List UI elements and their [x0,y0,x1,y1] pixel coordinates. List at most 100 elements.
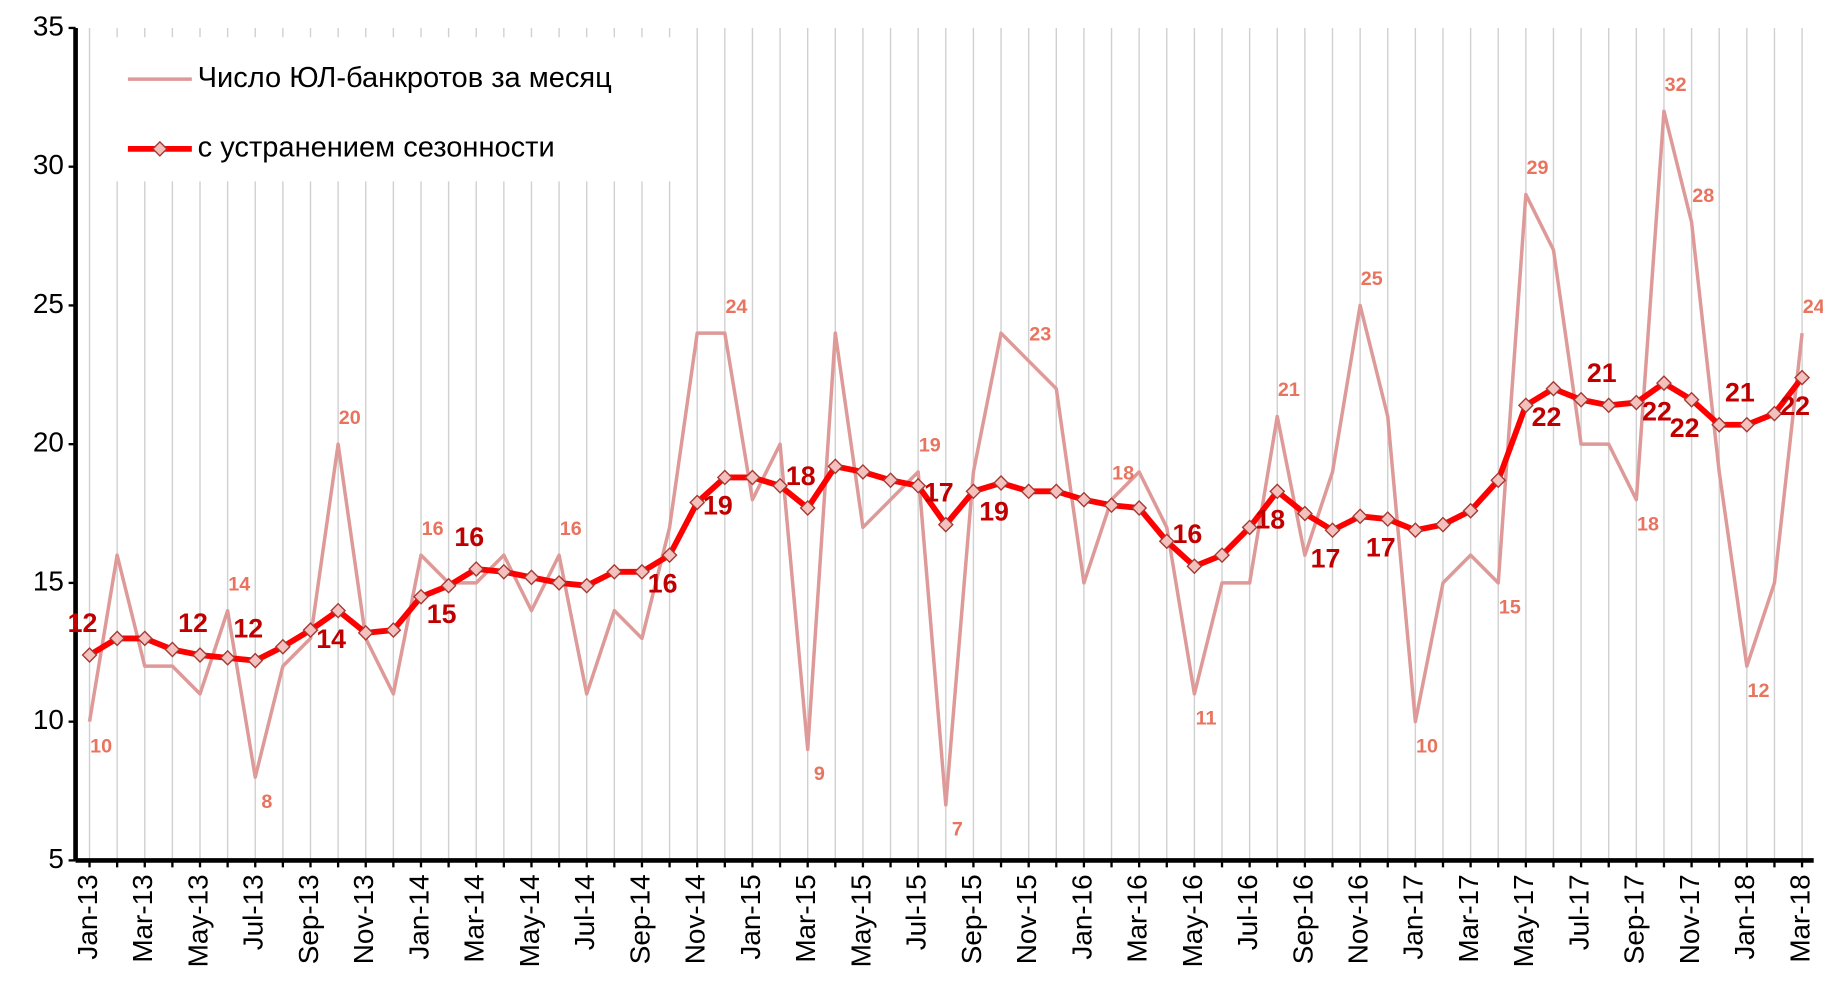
x-tick-label: Sep-16 [1287,874,1318,964]
x-tick-label: Nov-17 [1674,874,1705,964]
raw-label: 10 [1416,735,1438,757]
adjusted-label: 16 [1173,519,1203,549]
raw-label: 28 [1692,185,1714,207]
x-tick-label: Jul-13 [238,874,269,950]
marker [1158,533,1175,550]
marker [330,602,347,619]
marker [1711,416,1728,433]
adjusted-label: 17 [1366,532,1396,562]
raw-label: 20 [339,407,361,429]
marker [854,463,871,480]
marker [799,500,816,516]
y-tick-label: 30 [33,149,64,180]
marker [1214,547,1230,564]
adjusted-label: 15 [427,599,457,629]
marker [468,561,485,577]
marker [523,569,540,586]
marker [1794,369,1811,386]
x-tick-label: Mar-18 [1784,874,1815,962]
raw-label: 14 [228,573,250,595]
y-tick-label: 20 [33,427,64,458]
y-tick-label: 15 [33,565,64,596]
x-tick-label: Sep-13 [293,874,324,964]
marker [910,477,927,494]
x-tick-label: Jan-13 [72,874,103,959]
raw-label: 19 [919,435,941,457]
marker [1296,505,1313,522]
x-tick-label: Nov-14 [680,874,711,964]
raw-label: 16 [422,518,444,540]
legend-box [93,37,675,182]
marker [1241,519,1258,536]
x-tick-label: Jan-18 [1729,874,1760,959]
raw-label: 9 [814,763,825,785]
x-tick-label: Nov-13 [348,874,379,964]
marker [1020,483,1037,500]
x-tick-label: Sep-17 [1619,874,1650,964]
adjusted-label: 22 [1780,391,1810,421]
marker [661,547,678,564]
raw-label: 23 [1029,324,1051,346]
marker [1379,511,1396,528]
marker [1628,394,1645,411]
marker [993,475,1010,491]
x-tick-label: Nov-16 [1342,874,1373,964]
raw-label: 24 [725,296,747,318]
marker [1186,558,1203,575]
adjusted-label: 21 [1725,378,1755,408]
marker [827,458,844,475]
marker [1490,472,1507,489]
marker [937,516,954,533]
x-tick-label: May-17 [1508,874,1539,967]
marker [385,622,402,639]
marker [1573,391,1590,408]
x-tick-label: Jan-14 [403,874,434,959]
marker [109,630,126,647]
marker [302,622,319,639]
legend-label: с устранением сезонности [198,132,555,164]
raw-label: 12 [1747,680,1769,702]
marker [1683,391,1700,408]
marker [1600,397,1617,414]
marker [81,647,98,664]
raw-label: 15 [1499,597,1521,619]
adjusted-label: 14 [316,624,346,654]
marker [1545,380,1562,397]
marker [1766,405,1783,422]
x-tick-label: Mar-14 [459,874,490,962]
marker [1352,508,1369,525]
marker [1269,483,1286,500]
adjusted-label: 12 [178,608,208,638]
marker [164,641,181,658]
adjusted-label: 22 [1670,413,1700,443]
raw-label: 18 [1637,513,1659,535]
adjusted-label: 21 [1587,358,1617,388]
marker [1075,491,1092,508]
x-tick-label: May-16 [1177,874,1208,967]
raw-label: 18 [1112,462,1134,484]
adjusted-label: 22 [1532,402,1562,432]
marker [744,469,761,486]
x-tick-label: May-15 [845,874,876,967]
x-tick-label: Nov-15 [1011,874,1042,964]
marker [716,469,733,486]
raw-label: 24 [1803,296,1823,318]
marker [1517,397,1534,414]
marker [136,630,153,647]
x-tick-label: Mar-16 [1122,874,1153,962]
x-tick-label: Sep-15 [956,874,987,964]
x-tick-label: Mar-17 [1453,874,1484,962]
legend-label: Число ЮЛ-банкротов за месяц [198,62,612,94]
x-tick-label: Jan-17 [1398,874,1429,959]
x-tick-label: Mar-15 [790,874,821,962]
adjusted-label: 18 [1255,505,1285,535]
y-tick-label: 10 [33,704,64,735]
marker [772,477,789,494]
raw-label: 16 [560,518,582,540]
adjusted-label: 19 [703,491,733,521]
x-tick-label: Jul-14 [569,874,600,950]
marker [247,652,264,669]
marker [1738,416,1755,433]
